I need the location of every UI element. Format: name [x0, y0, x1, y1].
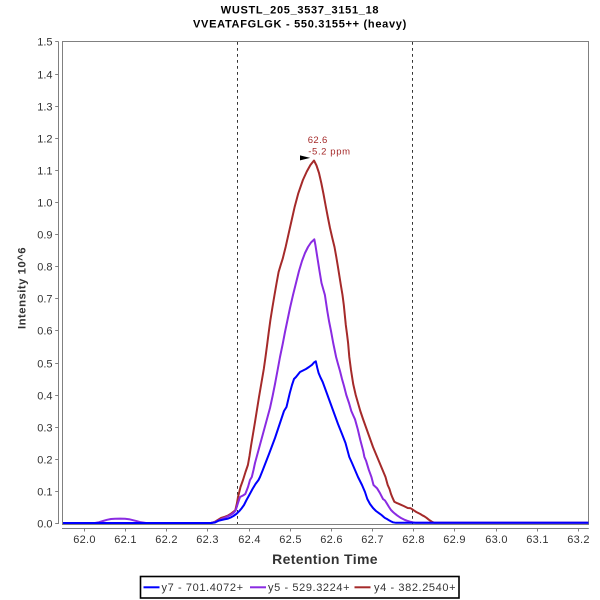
svg-text:0.6: 0.6 — [37, 325, 52, 337]
svg-text:0.2: 0.2 — [37, 454, 52, 466]
svg-text:62.0: 62.0 — [73, 534, 96, 546]
svg-text:1.3: 1.3 — [37, 101, 52, 113]
svg-text:0.4: 0.4 — [37, 390, 52, 402]
svg-text:62.3: 62.3 — [196, 534, 219, 546]
svg-text:WUSTL_205_3537_3151_18: WUSTL_205_3537_3151_18 — [221, 4, 380, 16]
svg-text:62.1: 62.1 — [114, 534, 137, 546]
svg-text:1.2: 1.2 — [37, 133, 52, 145]
svg-text:62.8: 62.8 — [402, 534, 425, 546]
svg-text:1.4: 1.4 — [37, 69, 52, 81]
svg-text:0.3: 0.3 — [37, 422, 52, 434]
svg-text:62.6: 62.6 — [308, 135, 328, 146]
svg-text:63.1: 63.1 — [526, 534, 549, 546]
svg-text:0.5: 0.5 — [37, 358, 52, 370]
svg-text:1.1: 1.1 — [37, 165, 52, 177]
svg-text:62.4: 62.4 — [238, 534, 261, 546]
svg-text:62.5: 62.5 — [279, 534, 302, 546]
svg-text:1.0: 1.0 — [37, 197, 52, 209]
svg-text:0.1: 0.1 — [37, 486, 52, 498]
svg-text:0.7: 0.7 — [37, 293, 52, 305]
svg-text:62.9: 62.9 — [443, 534, 466, 546]
svg-text:y7 - 701.4072+: y7 - 701.4072+ — [162, 582, 244, 594]
svg-text:63.0: 63.0 — [485, 534, 508, 546]
svg-text:62.7: 62.7 — [361, 534, 384, 546]
svg-text:VVEATAFGLGK - 550.3155++ (heav: VVEATAFGLGK - 550.3155++ (heavy) — [193, 19, 407, 31]
svg-text:1.5: 1.5 — [37, 36, 52, 48]
svg-text:0.9: 0.9 — [37, 229, 52, 241]
svg-text:0.0: 0.0 — [37, 518, 52, 530]
svg-text:0.8: 0.8 — [37, 261, 52, 273]
svg-text:62.2: 62.2 — [155, 534, 178, 546]
svg-text:Retention Time: Retention Time — [272, 551, 378, 567]
svg-text:Intensity 10^6: Intensity 10^6 — [17, 247, 29, 329]
svg-text:y4 - 382.2540+: y4 - 382.2540+ — [374, 582, 456, 594]
svg-text:-5.2 ppm: -5.2 ppm — [308, 146, 350, 157]
svg-text:62.6: 62.6 — [320, 534, 343, 546]
svg-text:63.2: 63.2 — [567, 534, 590, 546]
svg-text:y5 - 529.3224+: y5 - 529.3224+ — [268, 582, 350, 594]
